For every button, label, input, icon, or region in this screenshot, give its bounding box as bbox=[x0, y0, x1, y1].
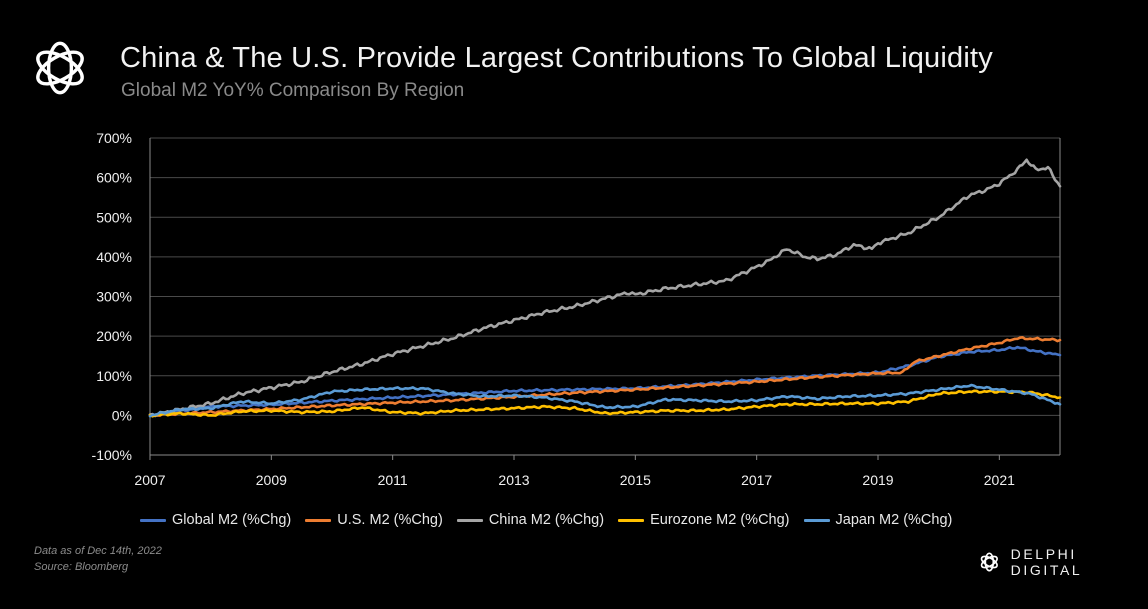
y-tick-label: 0% bbox=[112, 407, 132, 423]
x-tick-label: 2007 bbox=[134, 472, 165, 488]
legend-item: U.S. M2 (%Chg) bbox=[305, 512, 443, 528]
legend-label: Global M2 (%Chg) bbox=[172, 512, 292, 528]
x-tick-label: 2021 bbox=[984, 472, 1015, 488]
legend-swatch bbox=[456, 518, 483, 522]
x-tick-label: 2019 bbox=[862, 472, 893, 488]
legend-swatch bbox=[803, 518, 830, 522]
brand-mark: DELPHI DIGITAL bbox=[976, 546, 1148, 578]
series-lines bbox=[148, 158, 1062, 418]
legend-swatch bbox=[140, 518, 166, 522]
page-title: China & The U.S. Provide Largest Contrib… bbox=[120, 42, 993, 74]
x-tick-label: 2013 bbox=[498, 472, 529, 488]
data-date-note: Data as of Dec 14th, 2022 bbox=[34, 545, 162, 557]
y-tick-label: 600% bbox=[96, 170, 132, 186]
source-note: Source: Bloomberg bbox=[34, 561, 129, 573]
legend-item: China M2 (%Chg) bbox=[456, 512, 605, 528]
delphi-small-logo-icon bbox=[980, 552, 998, 572]
delphi-logo-icon bbox=[36, 41, 84, 95]
y-tick-label: 300% bbox=[96, 289, 132, 305]
y-tick-label: 100% bbox=[96, 368, 132, 384]
page-subtitle: Global M2 YoY% Comparison By Region bbox=[121, 80, 465, 101]
x-tick-label: 2009 bbox=[256, 472, 287, 488]
legend-label: China M2 (%Chg) bbox=[488, 512, 605, 528]
y-tick-label: 500% bbox=[96, 209, 132, 225]
y-tick-label: 400% bbox=[96, 249, 132, 265]
series-line-2 bbox=[148, 158, 1062, 418]
x-tick-label: 2015 bbox=[620, 472, 651, 488]
legend-label: Japan M2 (%Chg) bbox=[835, 512, 953, 528]
brand-name: DELPHI DIGITAL bbox=[1010, 546, 1083, 578]
legend-label: Eurozone M2 (%Chg) bbox=[650, 512, 790, 528]
series-line-1 bbox=[148, 336, 1062, 417]
y-tick-label: 200% bbox=[96, 328, 132, 344]
grid-lines bbox=[150, 137, 1060, 456]
series-line-0 bbox=[148, 345, 1062, 417]
series-line-4 bbox=[148, 383, 1062, 418]
x-tick-label: 2017 bbox=[741, 472, 772, 488]
legend-swatch bbox=[305, 518, 332, 522]
series-line-3 bbox=[148, 389, 1062, 418]
y-tick-label: -100% bbox=[92, 447, 132, 463]
legend-item: Global M2 (%Chg) bbox=[140, 512, 291, 528]
legend-item: Eurozone M2 (%Chg) bbox=[618, 512, 790, 528]
x-tick-label: 2011 bbox=[378, 472, 408, 488]
legend-label: U.S. M2 (%Chg) bbox=[337, 512, 443, 528]
axes: -100% 0% 100% 200% 300% 400% 500% 600% 700% 2007 2… bbox=[92, 130, 1061, 488]
chart-legend: Global M2 (%Chg) U.S. M2 (%Chg) China M2 (… bbox=[140, 512, 952, 528]
legend-item: Japan M2 (%Chg) bbox=[803, 512, 953, 528]
legend-swatch bbox=[618, 518, 645, 522]
y-tick-label: 700% bbox=[96, 130, 132, 146]
